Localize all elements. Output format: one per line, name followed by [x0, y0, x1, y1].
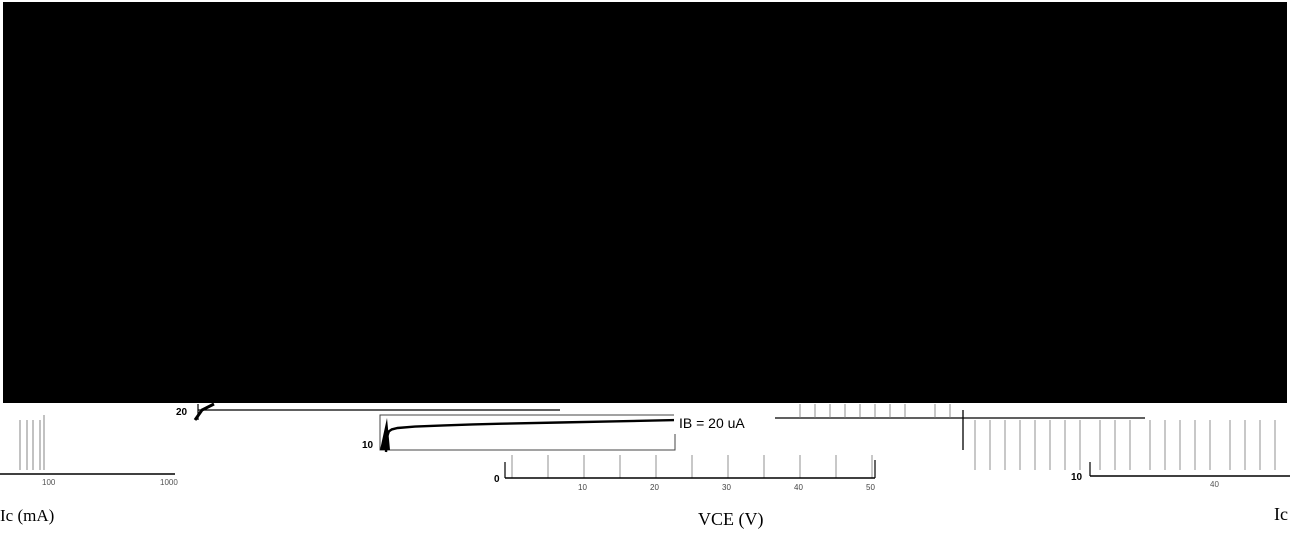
svg-text:1000: 1000	[160, 478, 178, 487]
center-x-tick-label: 30	[722, 483, 731, 492]
center-x-tick-label: 40	[794, 483, 803, 492]
center-grid	[511, 455, 873, 478]
right-y-axis-label: Ic	[1274, 504, 1288, 524]
right-panel: 10 40 Ic	[775, 404, 1290, 524]
right-grid	[799, 404, 1276, 470]
right-x-tick-40: 40	[1210, 480, 1219, 489]
left-y-axis-label: Ic (mA)	[0, 506, 54, 525]
center-panel: 10 0 IB = 20 uA 10 20 30 40 50 VCE (V)	[362, 410, 876, 530]
left-grid	[19, 415, 45, 470]
center-y-tick-0: 0	[494, 474, 500, 485]
center-y-tick-10: 10	[362, 440, 374, 451]
left-tick-20: 20	[176, 407, 188, 418]
center-x-tick-label: 20	[650, 483, 659, 492]
svg-text:100: 100	[42, 478, 56, 487]
curve-label-ib: IB = 20 uA	[679, 415, 745, 431]
center-x-tick-labels: 10 20 30 40 50	[578, 483, 875, 492]
x-axis-label: VCE (V)	[698, 509, 764, 530]
ib-20ua-curve	[384, 418, 676, 453]
left-x-ticks: 100 1000	[42, 478, 178, 487]
center-x-tick-label: 10	[578, 483, 587, 492]
left-panel: 20 100 1000 Ic (mA)	[0, 402, 560, 525]
left-panel-curve	[193, 402, 215, 421]
center-x-tick-label: 50	[866, 483, 875, 492]
occluding-overlay	[3, 2, 1287, 403]
saturation-wedge	[380, 418, 390, 450]
right-y-tick-10: 10	[1071, 472, 1083, 483]
curve-label-bg	[674, 410, 748, 434]
